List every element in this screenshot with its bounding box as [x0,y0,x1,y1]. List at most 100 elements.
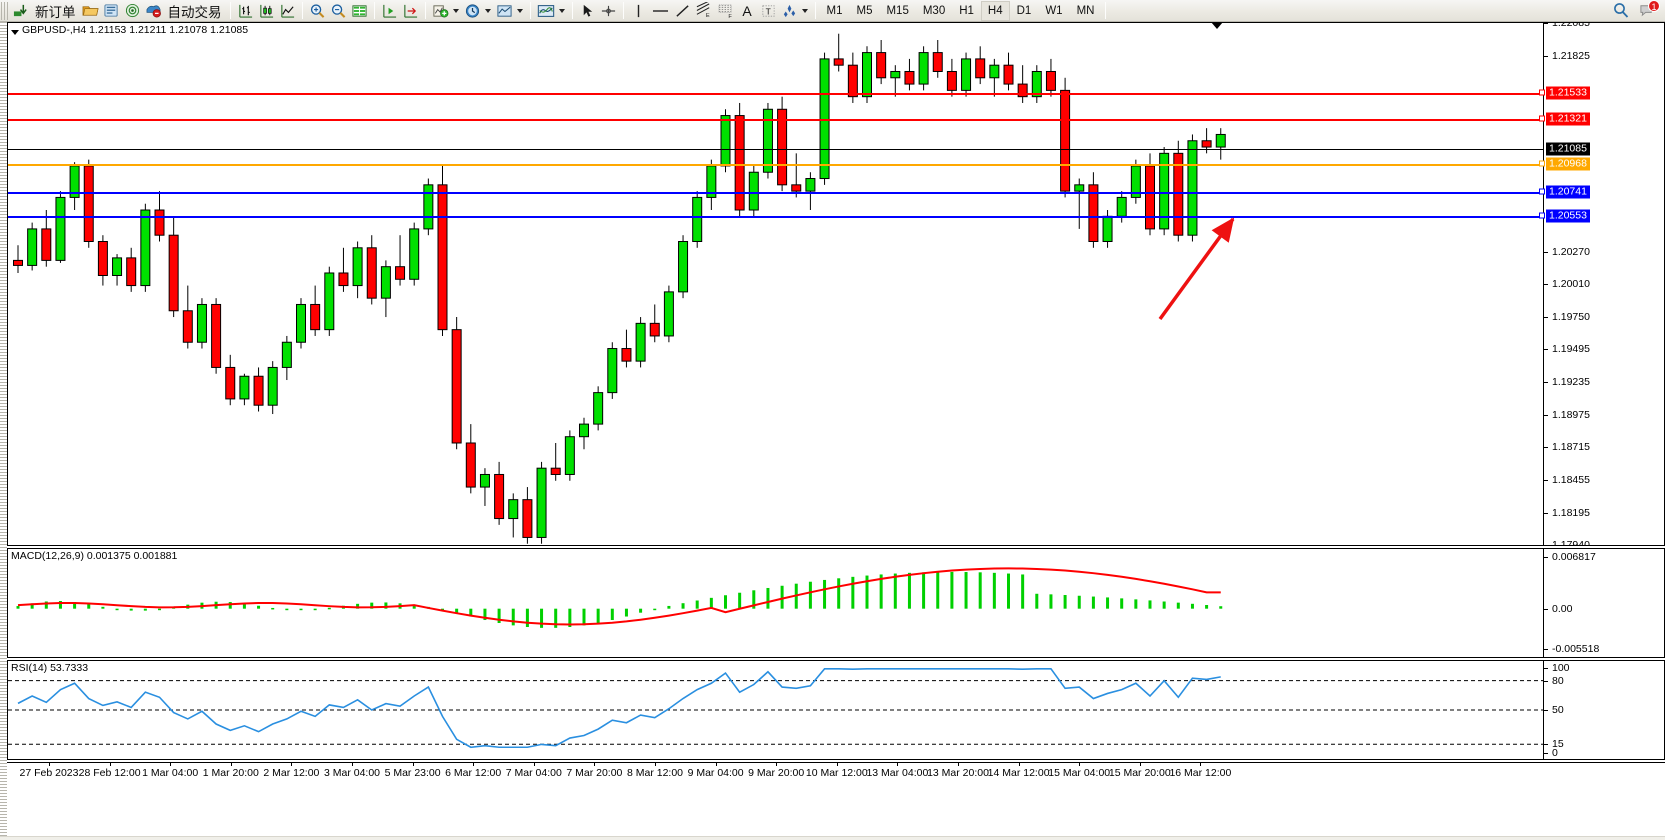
price-level-bid-1.21085[interactable] [8,148,1543,150]
price-tick: 1.20010 [1544,278,1590,290]
periods-dropdown-arrow[interactable] [483,1,494,21]
price-level-support-1.20741[interactable] [8,192,1543,195]
text-label-icon[interactable]: T [758,1,779,21]
new-order-button[interactable]: 新订单 [35,4,76,20]
text-icon[interactable]: A [742,2,752,19]
rsi-tick: 50 [1544,704,1564,716]
price-level-pivot-1.20968[interactable] [8,163,1543,166]
price-tick: 1.20270 [1544,246,1590,258]
indicators-dropdown-arrow[interactable] [451,1,462,21]
fibonacci-icon[interactable]: F [715,1,737,21]
toolbar-separator-4 [424,2,426,19]
time-tick [412,763,414,766]
time-label: 15 Mar 20:00 [1108,767,1171,779]
zoom-in-icon[interactable] [307,1,328,21]
templates-dropdown-arrow[interactable] [515,1,526,21]
timeframe-h1[interactable]: H1 [959,4,974,17]
periods-icon[interactable] [462,1,483,21]
indicators-icon[interactable] [430,1,451,21]
price-level-handle[interactable] [1539,89,1545,96]
rsi-tick: 0 [1544,747,1558,759]
chart-shift-icon[interactable] [400,1,421,21]
price-axis[interactable]: 1.22085 1.21825 1.20270 1.20010 1.19750 1.194… [1539,23,1664,545]
chart-grip[interactable] [0,22,7,840]
trendline-icon[interactable] [672,1,693,21]
folder-icon[interactable] [80,1,101,21]
price-tick: 1.18195 [1544,507,1590,519]
price-pane[interactable]: GBPUSD-,H4 1.21153 1.21211 1.21078 1.210… [7,22,1665,546]
auto-scroll-icon[interactable] [379,1,400,21]
timeframe-m15[interactable]: M15 [886,4,909,17]
timeframe-m30[interactable]: M30 [922,4,946,17]
time-tick [533,763,535,766]
timeframe-m1[interactable]: M1 [826,4,843,17]
vertical-line-icon[interactable] [628,1,649,21]
timeframe-mn[interactable]: MN [1076,4,1095,17]
rsi-tick: 15 [1544,738,1564,750]
price-tick: 1.22085 [1544,23,1590,29]
toolbar-grip-1[interactable] [1,1,8,20]
notification-count-badge: 1 [1648,0,1660,12]
price-level-handle[interactable] [1539,115,1545,122]
timeframe-w1[interactable]: W1 [1045,4,1063,17]
shapes-icon[interactable] [779,1,800,21]
rsi-plot[interactable]: RSI(14) 53.7333 [8,661,1543,759]
price-plot[interactable]: GBPUSD-,H4 1.21153 1.21211 1.21078 1.210… [8,23,1543,545]
bar-chart-icon[interactable] [235,1,256,21]
line-chart-icon[interactable] [277,1,298,21]
autotrading-icon[interactable] [143,1,164,21]
timeframe-group: M1 M5 M15 M30 H1 H4 D1 W1 MN [820,0,1102,21]
candlestick-chart-icon[interactable] [256,1,277,21]
price-level-tag-1.20968[interactable]: 1.20968 [1539,157,1590,171]
price-level-handle[interactable] [1539,160,1545,167]
rsi-axis[interactable]: 100 80 50 15 0 [1543,661,1664,759]
price-level-tag-1.20741[interactable]: 1.20741 [1539,185,1590,199]
search-icon[interactable] [1610,1,1632,21]
autotrading-button[interactable]: 自动交易 [167,4,222,20]
timeframe-h4[interactable]: H4 [980,0,1010,21]
price-level-handle[interactable] [1539,212,1545,219]
rsi-series [8,668,1543,749]
time-axis[interactable]: 27 Feb 2023 28 Feb 12:00 1 Mar 04:00 1 Mar … [7,762,1665,784]
macd-plot[interactable]: MACD(12,26,9) 0.001375 0.001881 [8,549,1543,657]
price-level-support-1.20553[interactable] [8,215,1543,218]
cursor-icon[interactable] [577,1,598,21]
macd-pane[interactable]: MACD(12,26,9) 0.001375 0.001881 0.006817… [7,548,1665,658]
timeframe-d1[interactable]: D1 [1016,4,1032,17]
macd-axis[interactable]: 0.006817 0.00 -0.005518 [1543,549,1664,657]
price-level-tag-1.21085[interactable]: 1.21085 [1546,142,1590,156]
shapes-dropdown-arrow[interactable] [800,1,811,21]
timeframe-m5[interactable]: M5 [856,4,873,17]
time-label: 1 Mar 04:00 [142,767,199,779]
data-window-icon[interactable] [101,1,122,21]
price-level-tag-1.21321[interactable]: 1.21321 [1539,112,1590,126]
toolbar-separator-7 [622,2,624,19]
toolbar-separator-1 [229,2,231,19]
templates-icon[interactable] [494,1,515,21]
chart-window-dropdown-arrow[interactable] [557,1,568,21]
svg-text:T: T [765,6,770,16]
time-tick [594,763,596,766]
price-tick: 1.19750 [1544,311,1590,323]
chart-window-icon[interactable] [535,1,557,21]
rsi-tick: 80 [1544,675,1564,687]
rsi-pane[interactable]: RSI(14) 53.7333 100 80 50 15 0 [7,660,1665,760]
time-tick [1200,763,1202,766]
grid-icon[interactable] [349,1,370,21]
zoom-out-icon[interactable] [328,1,349,21]
symbol-collapse-icon[interactable] [11,30,19,35]
price-level-resistance-1.21321[interactable] [8,119,1543,122]
price-level-tag-1.20553[interactable]: 1.20553 [1539,209,1590,223]
horizontal-line-icon[interactable] [649,1,672,21]
equidistant-channel-icon[interactable]: E [693,1,715,21]
signal-icon[interactable] [122,1,143,21]
notification-bell-icon[interactable]: 1 [1636,0,1660,21]
status-bar [0,836,1665,840]
time-tick [109,763,111,766]
crosshair-icon[interactable] [598,1,619,21]
price-level-resistance-1.21533[interactable] [8,92,1543,95]
new-order-icon[interactable] [10,1,31,21]
time-tick [1139,763,1141,766]
price-level-handle[interactable] [1539,188,1545,195]
price-level-tag-1.21533[interactable]: 1.21533 [1539,86,1590,100]
